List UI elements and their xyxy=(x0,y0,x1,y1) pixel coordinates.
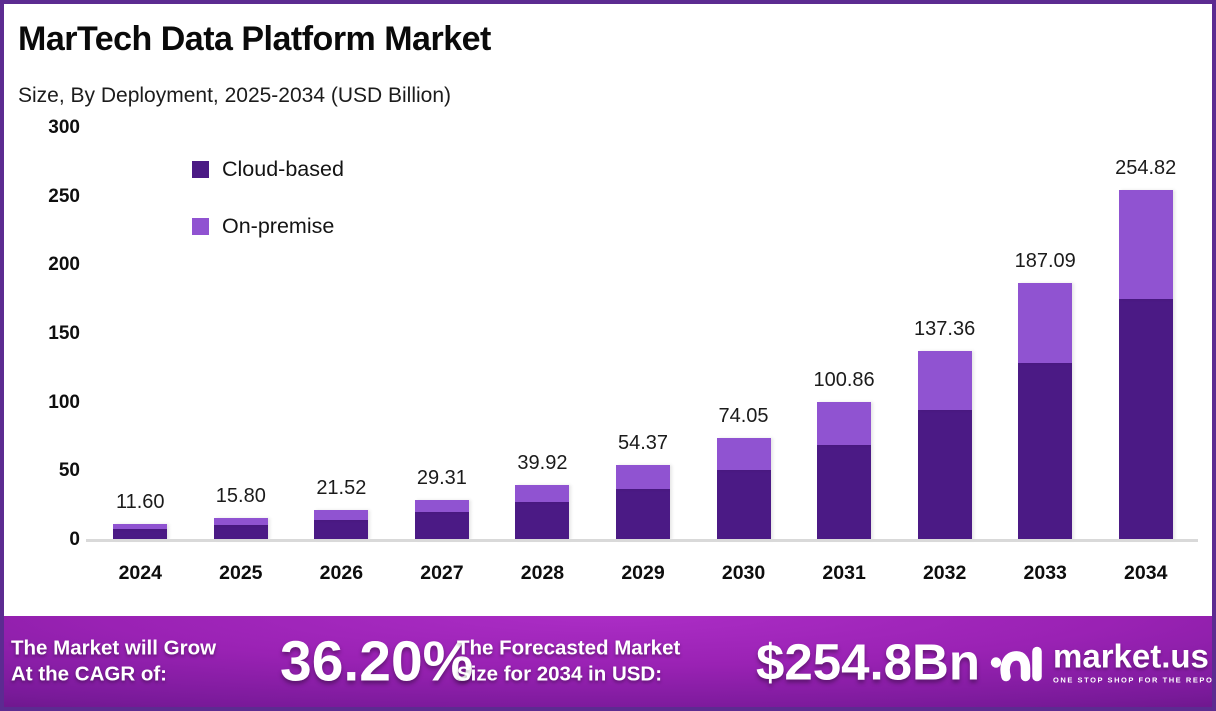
bar-total-label-2029: 54.37 xyxy=(617,432,669,455)
bar-segment-onpremise-2024 xyxy=(113,524,168,530)
bar-segment-onpremise-2031 xyxy=(817,401,872,445)
bar-segment-cloud-2034 xyxy=(1118,298,1173,540)
bar-segment-cloud-2025 xyxy=(213,525,268,540)
bar-total-label-2026: 21.52 xyxy=(316,477,367,500)
bar-total-label-2028: 39.92 xyxy=(517,452,568,475)
y-axis: 0 50 100 150 200 250 300 xyxy=(14,117,80,550)
y-axis-tick: 100 xyxy=(48,391,80,413)
bar-total-label-2027: 29.31 xyxy=(416,466,467,489)
bar-segment-onpremise-2026 xyxy=(314,510,369,520)
cagr-label-line1: The Market will Grow xyxy=(11,635,217,659)
x-axis-baseline xyxy=(86,539,1198,542)
legend-item-cloud-based: Cloud-based xyxy=(192,154,344,184)
bar-segment-onpremise-2033 xyxy=(1018,283,1073,363)
legend-label: On-premise xyxy=(222,213,335,238)
x-axis-label-2031: 2031 xyxy=(822,562,866,584)
x-axis-label-2033: 2033 xyxy=(1023,562,1067,584)
brand-tagline: ONE STOP SHOP FOR THE REPORTS xyxy=(1053,675,1216,684)
y-axis-tick: 0 xyxy=(69,529,80,550)
bar-segment-cloud-2033 xyxy=(1018,362,1073,540)
bar-total-label-2030: 74.05 xyxy=(718,405,769,428)
x-axis-label-2026: 2026 xyxy=(319,562,364,584)
bar-segment-cloud-2031 xyxy=(817,444,872,540)
y-axis-tick: 50 xyxy=(58,460,80,482)
bar-segment-onpremise-2029 xyxy=(616,465,670,489)
y-axis-tick: 200 xyxy=(48,254,80,276)
chart-legend: Cloud-based On-premise xyxy=(192,154,344,268)
brand-name: market.us xyxy=(1053,637,1209,674)
y-axis-tick: 300 xyxy=(48,117,80,138)
brand-lockup: market.us ONE STOP SHOP FOR THE REPORTS xyxy=(990,637,1216,684)
x-axis-label-2024: 2024 xyxy=(118,562,162,584)
x-axis-label-2027: 2027 xyxy=(420,562,464,584)
x-axis-label-2034: 2034 xyxy=(1124,562,1168,584)
bar-chart-plot: 11.60 15.80 21.52 29.31 39.92 54.37 74.05 100.8… xyxy=(90,128,1196,540)
bar-segment-onpremise-2032 xyxy=(917,351,972,411)
x-axis-label-2025: 2025 xyxy=(219,562,263,584)
bar-total-label-2024: 11.60 xyxy=(115,491,165,514)
bar-segment-cloud-2032 xyxy=(917,410,972,540)
bar-segment-cloud-2026 xyxy=(314,519,369,540)
x-axis-label-2028: 2028 xyxy=(520,562,565,584)
bar-segment-onpremise-2025 xyxy=(213,518,268,526)
bar-segment-cloud-2024 xyxy=(113,529,168,540)
x-axis: 2024 2025 2026 2027 2028 2029 2030 2031 2032 2033… xyxy=(90,562,1196,585)
bar-segment-cloud-2030 xyxy=(716,469,771,540)
forecast-label: The Forecasted Market Size for 2034 in U… xyxy=(457,635,680,688)
x-axis-label-2029: 2029 xyxy=(621,562,665,584)
bar-total-label-2033: 187.09 xyxy=(1014,250,1076,273)
forecast-label-line2: Size for 2034 in USD: xyxy=(457,662,663,686)
y-axis-tick: 250 xyxy=(48,185,80,207)
page-title: MarTech Data Platform Market xyxy=(18,20,491,58)
bar-total-label-2032: 137.36 xyxy=(914,318,976,341)
cagr-value: 36.20% xyxy=(280,629,474,693)
bar-segment-onpremise-2034 xyxy=(1118,190,1173,299)
bar-total-label-2034: 254.82 xyxy=(1115,157,1177,180)
legend-swatch xyxy=(192,160,209,178)
bar-segment-cloud-2027 xyxy=(414,512,469,540)
legend-swatch xyxy=(192,217,209,235)
forecast-value: $254.8Bn xyxy=(756,633,980,690)
bar-total-label-2025: 15.80 xyxy=(215,485,266,508)
bar-segment-onpremise-2027 xyxy=(414,499,469,513)
bar-segment-onpremise-2030 xyxy=(716,438,771,470)
legend-label: Cloud-based xyxy=(222,156,344,181)
forecast-label-line1: The Forecasted Market xyxy=(457,635,681,659)
page-subtitle: Size, By Deployment, 2025-2034 (USD Bill… xyxy=(18,84,452,107)
legend-item-on-premise: On-premise xyxy=(192,211,344,241)
marketus-logo-icon xyxy=(990,646,1042,682)
cagr-label-line2: At the CAGR of: xyxy=(11,662,168,686)
y-axis-tick: 150 xyxy=(48,323,80,344)
bar-total-label-2031: 100.86 xyxy=(813,368,875,391)
bar-segment-onpremise-2028 xyxy=(515,485,570,503)
x-axis-label-2030: 2030 xyxy=(721,562,766,584)
cagr-label: The Market will Grow At the CAGR of: xyxy=(11,635,216,688)
brand-text: market.us ONE STOP SHOP FOR THE REPORTS xyxy=(1053,637,1216,684)
bar-segment-cloud-2028 xyxy=(515,502,570,540)
footer-banner: The Market will Grow At the CAGR of: 36.… xyxy=(4,616,1212,707)
bar-segment-cloud-2029 xyxy=(616,488,670,540)
x-axis-label-2032: 2032 xyxy=(922,562,967,584)
